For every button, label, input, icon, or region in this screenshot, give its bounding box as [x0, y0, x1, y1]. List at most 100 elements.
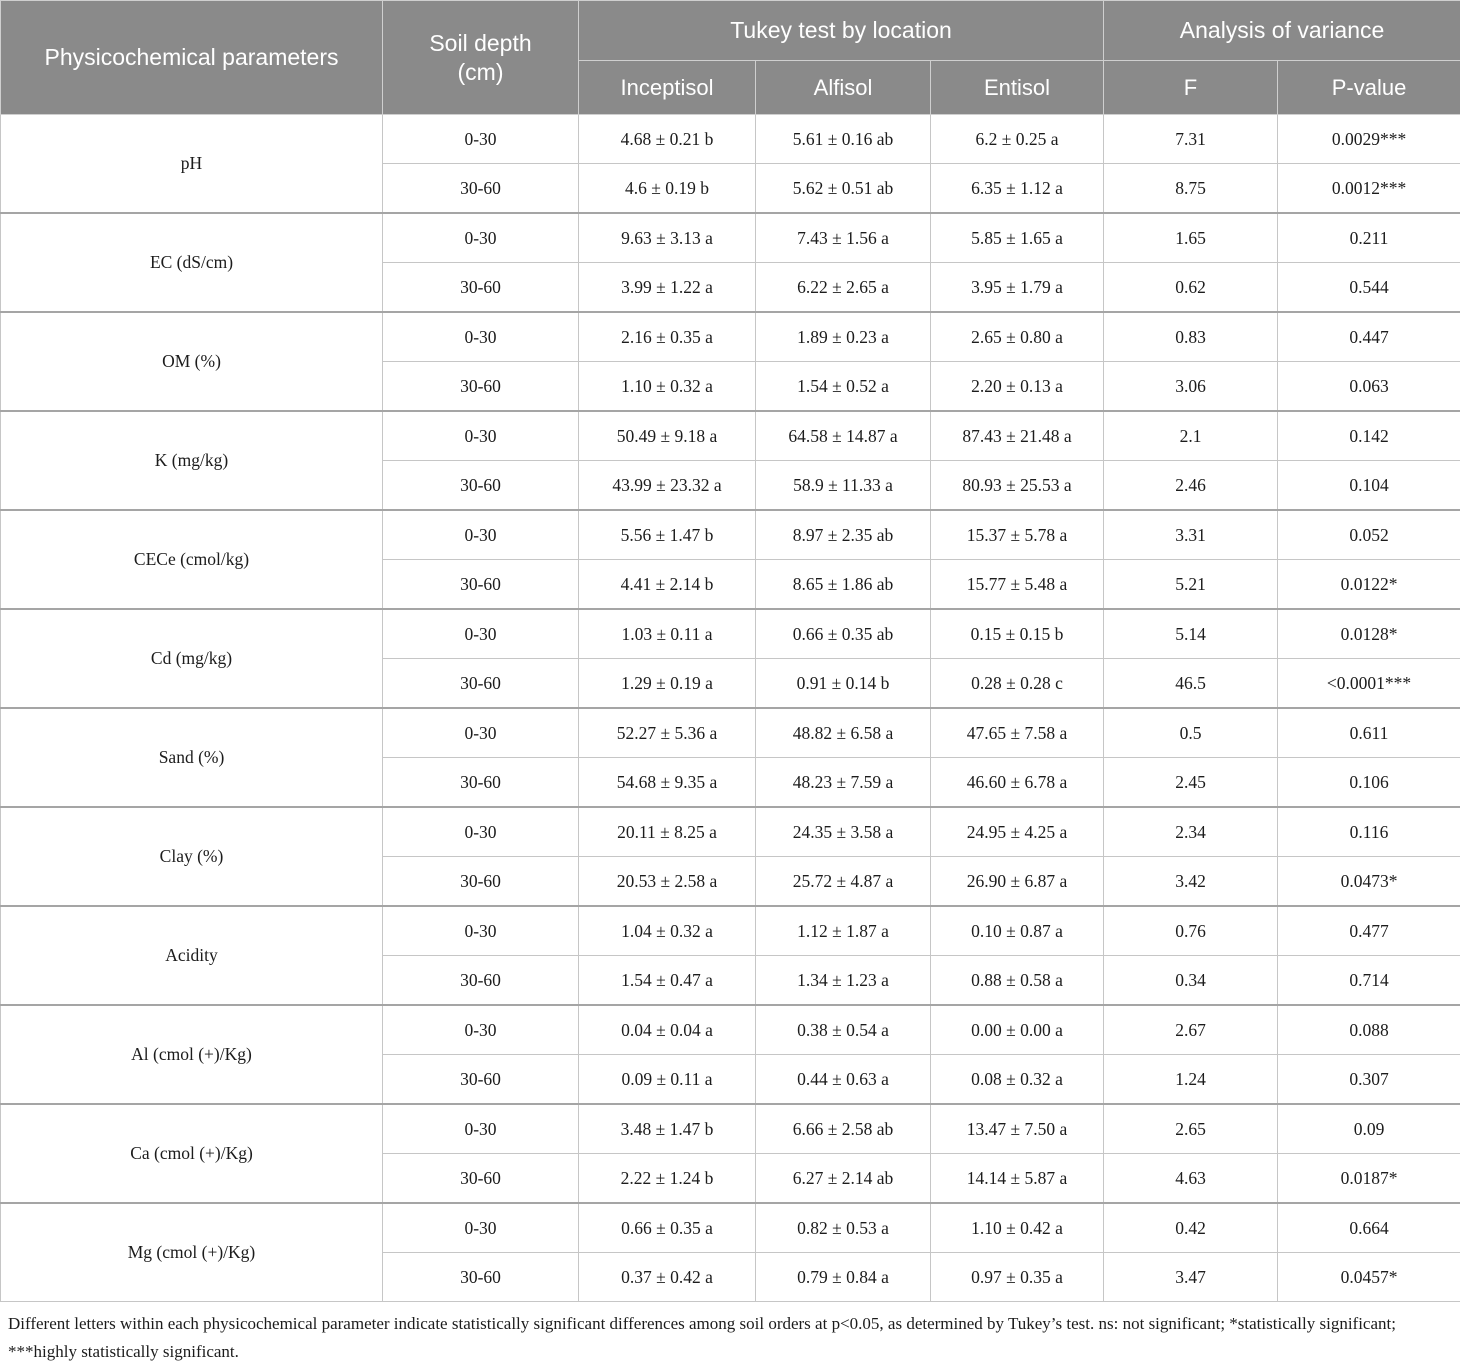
cell-f: 1.24 [1104, 1055, 1278, 1105]
cell-alfisol: 0.91 ± 0.14 b [756, 659, 931, 709]
depth-cell: 30-60 [383, 1055, 579, 1105]
cell-inceptisol: 2.16 ± 0.35 a [579, 312, 756, 362]
cell-entisol: 15.37 ± 5.78 a [931, 510, 1104, 560]
cell-p-value: 0.142 [1278, 411, 1460, 461]
cell-f: 4.63 [1104, 1154, 1278, 1204]
header-physicochemical-parameters: Physicochemical parameters [1, 1, 383, 115]
cell-p-value: 0.088 [1278, 1005, 1460, 1055]
cell-p-value: 0.0187* [1278, 1154, 1460, 1204]
cell-entisol: 2.20 ± 0.13 a [931, 362, 1104, 412]
cell-alfisol: 8.97 ± 2.35 ab [756, 510, 931, 560]
footnote: Different letters within each physicoche… [0, 1302, 1460, 1372]
header-f: F [1104, 61, 1278, 115]
depth-cell: 30-60 [383, 857, 579, 907]
parameter-cell: Ca (cmol (+)/Kg) [1, 1104, 383, 1203]
cell-inceptisol: 3.99 ± 1.22 a [579, 263, 756, 313]
cell-alfisol: 0.38 ± 0.54 a [756, 1005, 931, 1055]
cell-inceptisol: 4.68 ± 0.21 b [579, 115, 756, 164]
cell-entisol: 13.47 ± 7.50 a [931, 1104, 1104, 1154]
depth-cell: 30-60 [383, 659, 579, 709]
cell-p-value: 0.0012*** [1278, 164, 1460, 214]
cell-inceptisol: 1.03 ± 0.11 a [579, 609, 756, 659]
physicochemical-parameters-table: Physicochemical parameters Soil depth (c… [0, 0, 1460, 1302]
depth-cell: 30-60 [383, 1154, 579, 1204]
cell-alfisol: 58.9 ± 11.33 a [756, 461, 931, 511]
cell-f: 0.42 [1104, 1203, 1278, 1253]
cell-inceptisol: 1.10 ± 0.32 a [579, 362, 756, 412]
cell-inceptisol: 4.6 ± 0.19 b [579, 164, 756, 214]
parameter-cell: Cd (mg/kg) [1, 609, 383, 708]
cell-alfisol: 48.82 ± 6.58 a [756, 708, 931, 758]
cell-p-value: 0.714 [1278, 956, 1460, 1006]
cell-p-value: 0.0473* [1278, 857, 1460, 907]
parameter-cell: K (mg/kg) [1, 411, 383, 510]
depth-cell: 0-30 [383, 510, 579, 560]
cell-inceptisol: 20.53 ± 2.58 a [579, 857, 756, 907]
cell-alfisol: 6.66 ± 2.58 ab [756, 1104, 931, 1154]
cell-p-value: <0.0001*** [1278, 659, 1460, 709]
cell-inceptisol: 1.04 ± 0.32 a [579, 906, 756, 956]
cell-entisol: 14.14 ± 5.87 a [931, 1154, 1104, 1204]
cell-p-value: 0.611 [1278, 708, 1460, 758]
cell-entisol: 0.08 ± 0.32 a [931, 1055, 1104, 1105]
cell-p-value: 0.477 [1278, 906, 1460, 956]
cell-alfisol: 0.79 ± 0.84 a [756, 1253, 931, 1302]
depth-cell: 0-30 [383, 906, 579, 956]
cell-alfisol: 0.82 ± 0.53 a [756, 1203, 931, 1253]
cell-alfisol: 8.65 ± 1.86 ab [756, 560, 931, 610]
cell-entisol: 2.65 ± 0.80 a [931, 312, 1104, 362]
cell-inceptisol: 0.37 ± 0.42 a [579, 1253, 756, 1302]
cell-p-value: 0.0128* [1278, 609, 1460, 659]
parameter-cell: EC (dS/cm) [1, 213, 383, 312]
cell-inceptisol: 1.29 ± 0.19 a [579, 659, 756, 709]
cell-p-value: 0.447 [1278, 312, 1460, 362]
header-alfisol: Alfisol [756, 61, 931, 115]
cell-inceptisol: 5.56 ± 1.47 b [579, 510, 756, 560]
cell-p-value: 0.544 [1278, 263, 1460, 313]
depth-cell: 0-30 [383, 708, 579, 758]
cell-p-value: 0.063 [1278, 362, 1460, 412]
cell-alfisol: 1.89 ± 0.23 a [756, 312, 931, 362]
cell-inceptisol: 9.63 ± 3.13 a [579, 213, 756, 263]
depth-cell: 30-60 [383, 362, 579, 412]
cell-entisol: 5.85 ± 1.65 a [931, 213, 1104, 263]
cell-f: 8.75 [1104, 164, 1278, 214]
cell-entisol: 15.77 ± 5.48 a [931, 560, 1104, 610]
cell-inceptisol: 43.99 ± 23.32 a [579, 461, 756, 511]
parameter-cell: Al (cmol (+)/Kg) [1, 1005, 383, 1104]
cell-inceptisol: 0.66 ± 0.35 a [579, 1203, 756, 1253]
cell-inceptisol: 54.68 ± 9.35 a [579, 758, 756, 808]
cell-f: 3.47 [1104, 1253, 1278, 1302]
cell-entisol: 24.95 ± 4.25 a [931, 807, 1104, 857]
cell-f: 2.34 [1104, 807, 1278, 857]
cell-inceptisol: 0.04 ± 0.04 a [579, 1005, 756, 1055]
cell-p-value: 0.116 [1278, 807, 1460, 857]
cell-entisol: 26.90 ± 6.87 a [931, 857, 1104, 907]
cell-f: 0.34 [1104, 956, 1278, 1006]
cell-alfisol: 48.23 ± 7.59 a [756, 758, 931, 808]
cell-inceptisol: 50.49 ± 9.18 a [579, 411, 756, 461]
header-soil-depth: Soil depth (cm) [383, 1, 579, 115]
depth-cell: 30-60 [383, 263, 579, 313]
depth-cell: 0-30 [383, 609, 579, 659]
depth-cell: 0-30 [383, 1104, 579, 1154]
cell-entisol: 87.43 ± 21.48 a [931, 411, 1104, 461]
depth-cell: 30-60 [383, 1253, 579, 1302]
parameter-cell: Acidity [1, 906, 383, 1005]
cell-entisol: 3.95 ± 1.79 a [931, 263, 1104, 313]
depth-cell: 0-30 [383, 411, 579, 461]
cell-f: 0.5 [1104, 708, 1278, 758]
header-analysis-of-variance-group: Analysis of variance [1104, 1, 1460, 61]
cell-p-value: 0.0122* [1278, 560, 1460, 610]
cell-alfisol: 5.62 ± 0.51 ab [756, 164, 931, 214]
cell-entisol: 0.28 ± 0.28 c [931, 659, 1104, 709]
cell-inceptisol: 4.41 ± 2.14 b [579, 560, 756, 610]
depth-cell: 30-60 [383, 758, 579, 808]
cell-alfisol: 6.27 ± 2.14 ab [756, 1154, 931, 1204]
